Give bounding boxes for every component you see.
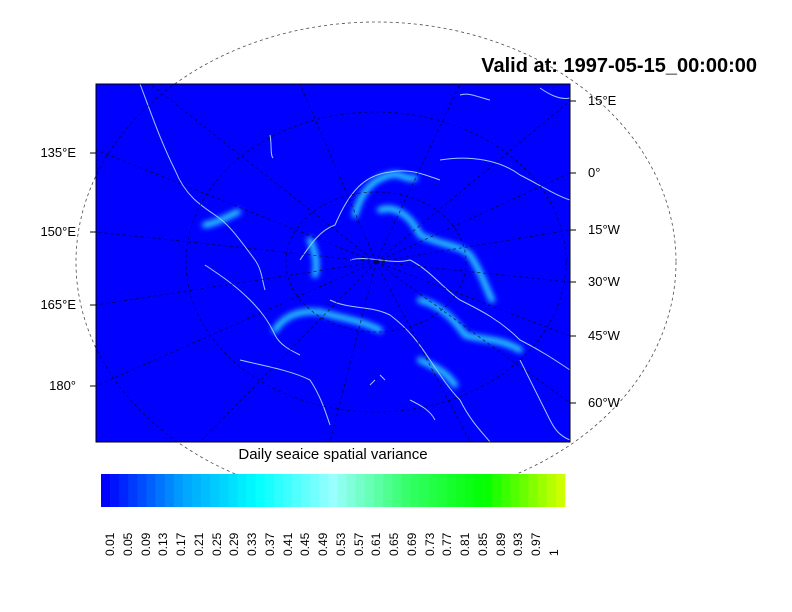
colorbar-label: 0.17	[174, 532, 189, 556]
colorbar-label: 0.53	[333, 532, 348, 556]
colorbar-box	[555, 474, 566, 507]
colorbar-box	[419, 474, 429, 507]
colorbar-box	[310, 474, 320, 507]
colorbar-label: 0.65	[387, 532, 402, 556]
colorbar-box	[492, 474, 502, 507]
colorbar-box	[373, 474, 384, 507]
colorbar-box	[255, 474, 266, 507]
colorbar-label: 0.77	[440, 532, 455, 556]
colorbar-box	[128, 474, 138, 507]
colorbar-box	[337, 474, 347, 507]
colorbar-box	[383, 474, 393, 507]
colorbar-label: 0.29	[227, 532, 242, 556]
ice-variance-bands	[202, 171, 523, 388]
colorbar-box	[228, 474, 238, 507]
colorbar-box	[474, 474, 484, 507]
colorbar-label: 0.41	[280, 532, 295, 556]
colorbar-box	[273, 474, 284, 507]
left-label-150e: 150°E	[40, 224, 76, 239]
colorbar-box	[455, 474, 466, 507]
colorbar-box	[428, 474, 438, 507]
colorbar-box	[501, 474, 511, 507]
colorbar-box	[364, 474, 375, 507]
colorbar-box	[155, 474, 165, 507]
colorbar-box	[537, 474, 548, 507]
colorbar-box	[182, 474, 193, 507]
colorbar-box	[210, 474, 220, 507]
colorbar-box	[464, 474, 475, 507]
colorbar-box	[137, 474, 147, 507]
map-frame	[95, 83, 571, 443]
plot-title: Valid at: 1997-05-15_00:00:00	[481, 55, 757, 77]
colorbar-box	[292, 474, 302, 507]
colorbar-box	[392, 474, 402, 507]
colorbar-label: 0.09	[138, 532, 153, 556]
colorbar-label: 0.73	[422, 532, 437, 556]
colorbar-label: 0.25	[209, 532, 224, 556]
right-label-15w: 15°W	[588, 222, 620, 237]
colorbar-box	[110, 474, 120, 507]
colorbar-label: 0.81	[458, 532, 473, 556]
colorbar-label: 0.01	[103, 532, 117, 556]
colorbar-box	[282, 474, 293, 507]
colorbar-label: 0.61	[369, 532, 384, 556]
left-label-165e: 165°E	[40, 297, 76, 312]
colorbar-box	[101, 474, 111, 507]
colorbar-box	[401, 474, 411, 507]
colorbar-label: 0.21	[191, 532, 206, 556]
coastlines	[139, 83, 571, 443]
colorbar-box	[528, 474, 539, 507]
colorbar-box	[201, 474, 211, 507]
colorbar-label: 0.89	[493, 532, 508, 556]
colorbar-box	[510, 474, 520, 507]
colorbar-label: 0.05	[120, 532, 135, 556]
colorbar-box	[319, 474, 329, 507]
colorbar-box	[191, 474, 202, 507]
colorbar-box	[437, 474, 448, 507]
colorbar-box	[119, 474, 129, 507]
colorbar-label: 0.13	[156, 532, 171, 556]
right-label-60w: 60°W	[588, 395, 620, 410]
graticule	[75, 21, 677, 503]
colorbar-box	[446, 474, 457, 507]
colorbar-box	[237, 474, 247, 507]
colorbar-box	[301, 474, 311, 507]
colorbar-box	[483, 474, 493, 507]
colorbar-label: 0.45	[298, 532, 313, 556]
map-background	[96, 84, 570, 442]
colorbar-box	[546, 474, 557, 507]
colorbar-label: 0.37	[262, 532, 277, 556]
colorbar-label: 0.97	[529, 532, 544, 556]
right-label-30w: 30°W	[588, 274, 620, 289]
colorbar-box	[264, 474, 275, 507]
left-label-180: 180°	[49, 378, 76, 393]
colorbar-box	[164, 474, 175, 507]
colorbar-label: 0.85	[475, 532, 490, 556]
colorbar-title: Daily seaice spatial variance	[238, 446, 428, 463]
colorbar-label: 0.33	[245, 532, 260, 556]
colorbar-label: 1	[547, 549, 561, 556]
colorbar-box	[346, 474, 357, 507]
colorbar-label: 0.49	[316, 532, 331, 556]
colorbar-box	[410, 474, 420, 507]
right-label-45w: 45°W	[588, 328, 620, 343]
right-label-15e: 15°E	[588, 93, 617, 108]
colorbar-box	[246, 474, 256, 507]
right-label-0: 0°	[588, 165, 601, 180]
colorbar-box	[219, 474, 229, 507]
colorbar-box	[173, 474, 184, 507]
colorbar-box	[328, 474, 338, 507]
colorbar-box	[519, 474, 529, 507]
left-label-135e: 135°E	[40, 145, 76, 160]
colorbar	[101, 474, 566, 507]
colorbar-label: 0.69	[404, 532, 419, 556]
colorbar-label: 0.57	[351, 532, 366, 556]
colorbar-box	[146, 474, 156, 507]
colorbar-label: 0.93	[511, 532, 526, 556]
colorbar-box	[355, 474, 366, 507]
